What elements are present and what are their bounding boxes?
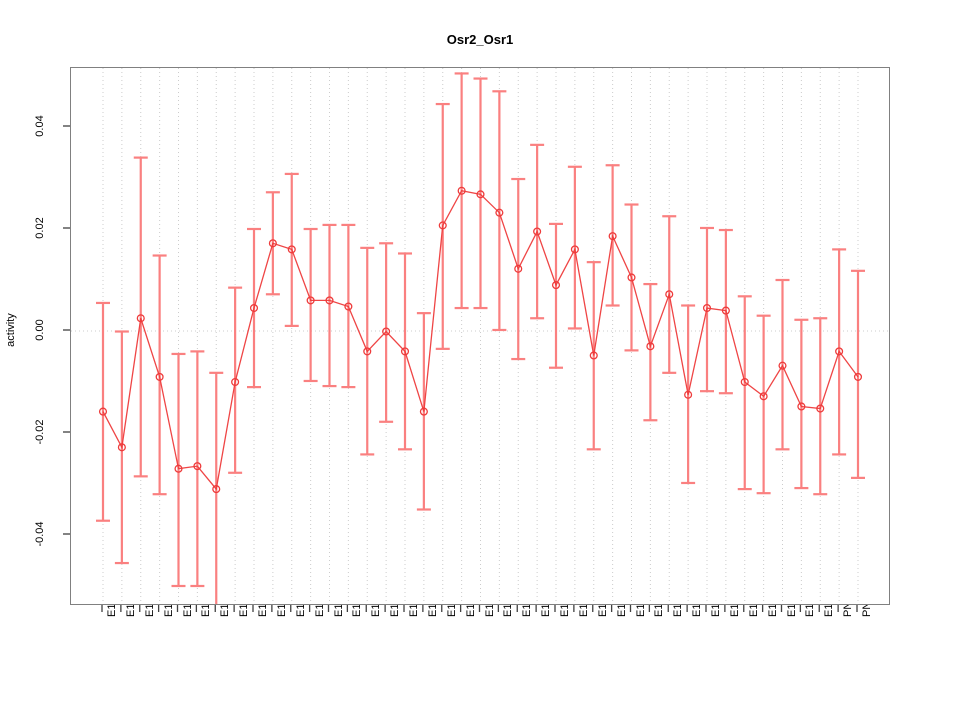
y-tick-label: -0.04	[34, 521, 46, 547]
y-tick-label: 0.00	[34, 319, 46, 341]
page-title: Osr2_Osr1	[446, 32, 514, 47]
chart-canvas	[71, 68, 889, 604]
y-tick-label: 0.04	[34, 115, 46, 137]
y-tick-label: 0.02	[34, 217, 46, 239]
y-tick-label: -0.02	[34, 419, 46, 445]
y-axis-label: activity	[5, 313, 17, 347]
plot-area	[70, 67, 890, 605]
